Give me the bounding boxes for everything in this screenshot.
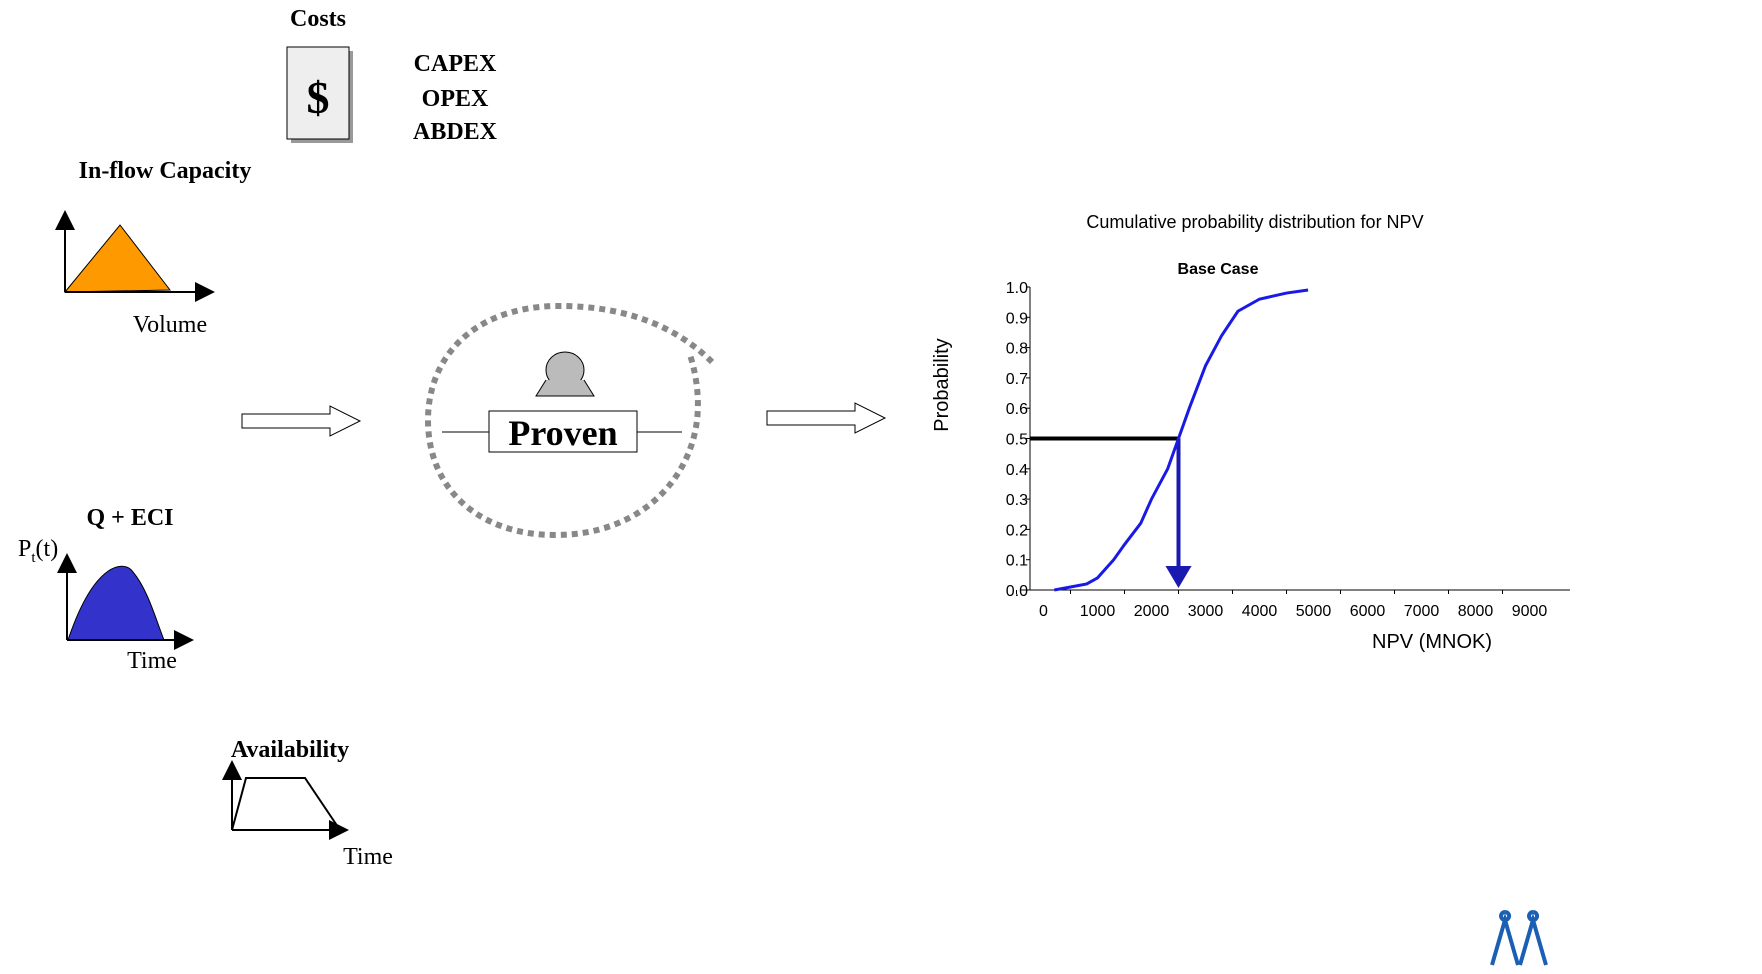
- series-line: [1054, 288, 1309, 592]
- logo-mark: [1490, 910, 1548, 966]
- y-tick-label: 1.0: [1006, 280, 1028, 297]
- inflow-shape: [63, 224, 172, 293]
- x-tick-label: 2000: [1134, 603, 1170, 620]
- y-tick-label: 0.7: [1006, 371, 1028, 388]
- x-tick-label: 5000: [1296, 603, 1332, 620]
- x-tick-label: 0: [1039, 603, 1048, 620]
- x-tick-label: 6000: [1350, 603, 1386, 620]
- dollar-icon: $: [307, 72, 330, 123]
- x-tick-label: 9000: [1512, 603, 1548, 620]
- y-tick-label: 0.2: [1006, 522, 1028, 539]
- y-tick-label: 0.9: [1006, 310, 1028, 327]
- chart: Cumulative probability distribution for …: [931, 212, 1570, 653]
- reference-arrowhead: [1165, 566, 1192, 588]
- qeci-title: Q + ECI: [86, 505, 173, 531]
- sub: t: [31, 550, 36, 566]
- flow-arrow: [241, 405, 362, 437]
- proven-label: Proven: [508, 413, 617, 453]
- x-tick-label: 4000: [1242, 603, 1278, 620]
- cost-item: OPEX: [422, 86, 489, 112]
- y-axis-label: Probability: [931, 338, 953, 431]
- y-label: Pt(t): [18, 536, 58, 566]
- availability-title: Availability: [231, 737, 349, 763]
- chart-subtitle: Base Case: [1178, 261, 1259, 278]
- cost-item: ABDEX: [413, 119, 498, 145]
- inflow-title: In-flow Capacity: [79, 158, 252, 184]
- axis-label: Time: [127, 648, 177, 674]
- cost-box: [286, 46, 350, 140]
- y-tick-label: 0.5: [1006, 432, 1028, 449]
- x-tick-label: 1000: [1080, 603, 1116, 620]
- costs-title: Costs: [290, 6, 346, 32]
- x-axis-label: NPV (MNOK): [1372, 631, 1492, 653]
- axis-label: Time: [343, 844, 393, 870]
- y-tick-label: 0.4: [1006, 462, 1028, 479]
- y-tick-label: 0.1: [1006, 553, 1028, 570]
- rest: (t): [36, 536, 59, 562]
- x-tick-label: 3000: [1188, 603, 1224, 620]
- y-tick-label: 0.3: [1006, 492, 1028, 509]
- flow-arrow: [766, 402, 887, 434]
- availability-shape: [231, 777, 341, 831]
- x-tick-label: 7000: [1404, 603, 1440, 620]
- chart-title: Cumulative probability distribution for …: [1086, 212, 1423, 232]
- y-tick-label: 0.6: [1006, 401, 1028, 418]
- p: P: [18, 536, 31, 562]
- person-body: [535, 379, 595, 397]
- y-tick-label: 0.8: [1006, 341, 1028, 358]
- proven-box: [488, 410, 638, 453]
- cost-item: CAPEX: [414, 51, 497, 77]
- x-tick-label: 8000: [1458, 603, 1494, 620]
- axis-label: Volume: [133, 312, 207, 338]
- qeci-shape: [67, 565, 165, 641]
